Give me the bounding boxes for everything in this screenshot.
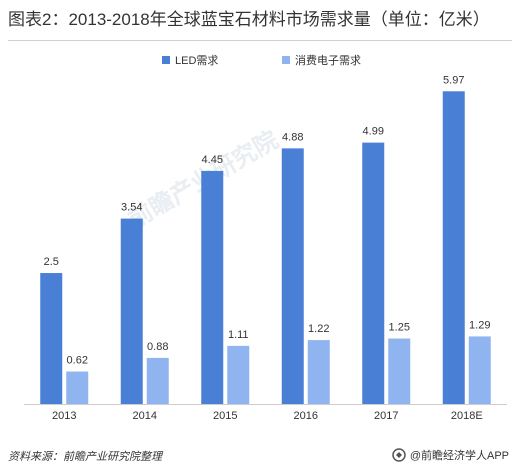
brand-credit: @前瞻经济学人APP [392,446,509,464]
bar-s0-2017 [362,142,385,404]
data-label-s0-2018E: 5.97 [443,74,464,86]
x-tick-label-2016: 2016 [294,410,318,422]
data-label-s0-2013: 2.5 [44,256,59,268]
bar-s0-2015 [201,170,224,404]
bar-s1-2017 [388,338,411,404]
legend-label-1: 消费电子需求 [295,55,361,67]
x-tick-label-2013: 2013 [52,410,76,422]
data-label-s0-2014: 3.54 [121,202,142,214]
x-tick-label-2014: 2014 [133,410,157,422]
bar-s1-2013 [66,371,89,404]
bar-s0-2018E [442,91,465,405]
x-tick-label-2015: 2015 [213,410,237,422]
legend-item-1: 消费电子需求 [282,52,361,68]
legend-swatch-0 [162,56,170,64]
bar-s0-2014 [120,218,143,404]
brand-label: @前瞻经济学人APP [409,450,509,462]
bar-s1-2015 [227,345,250,404]
title-divider [8,40,512,41]
data-label-s1-2015: 1.11 [228,329,249,341]
bar-s0-2013 [40,273,63,404]
bar-s1-2014 [146,357,169,404]
x-tick-label-2017: 2017 [374,410,398,422]
chart-title: 图表2：2013-2018年全球蓝宝石材料市场需求量（单位：亿米） [8,10,490,29]
bar-s1-2016 [307,340,330,404]
source-note: 资料来源：前瞻产业研究院整理 [8,451,162,463]
brand-logo-icon [392,448,406,462]
data-label-s1-2016: 1.22 [308,323,329,335]
legend-label-0: LED需求 [175,55,219,67]
data-label-s1-2017: 1.25 [389,322,410,334]
bar-s1-2018E [468,336,491,404]
data-label-s1-2014: 0.88 [147,341,168,353]
data-label-s0-2015: 4.45 [202,154,223,166]
bar-chart: 2.5 0.62 2013 3.54 0.88 2014 4.45 1.11 2015 4.88 1… [24,74,507,422]
legend-swatch-1 [282,56,290,64]
data-label-s0-2016: 4.88 [282,131,303,143]
x-tick-label-2018E: 2018E [451,410,483,422]
legend-item-0: LED需求 [162,52,218,68]
data-label-s1-2013: 0.62 [67,355,88,367]
data-label-s0-2017: 4.99 [363,126,384,138]
chart-legend: LED需求 消费电子需求 [0,52,519,68]
data-label-s1-2018E: 1.29 [469,319,490,331]
bar-s0-2016 [281,148,304,404]
